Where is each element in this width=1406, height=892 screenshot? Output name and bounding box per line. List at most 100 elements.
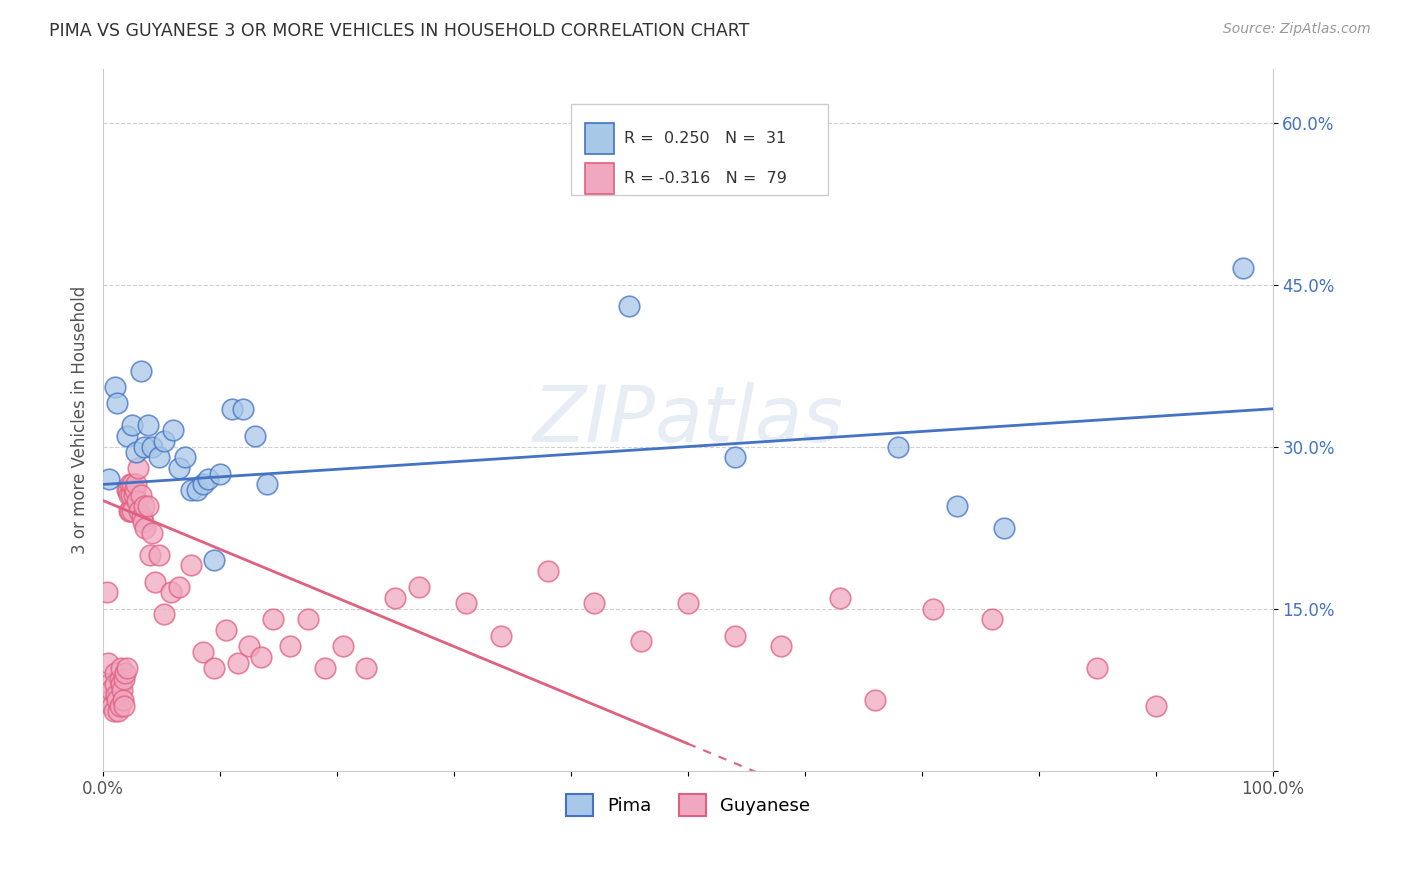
- Point: [111, 682, 134, 697]
- Point: [125, 445, 148, 459]
- Point: [105, 396, 128, 410]
- Point: [250, 650, 273, 665]
- Point: [332, 640, 354, 654]
- Point: [454, 596, 477, 610]
- Point: [129, 488, 152, 502]
- Point: [120, 488, 142, 502]
- Point: [127, 461, 149, 475]
- FancyBboxPatch shape: [571, 103, 828, 195]
- Point: [946, 499, 969, 513]
- Point: [124, 483, 146, 497]
- Point: [153, 607, 176, 621]
- Point: [186, 483, 208, 497]
- Point: [723, 629, 745, 643]
- Point: [108, 672, 131, 686]
- Point: [132, 515, 155, 529]
- Point: [117, 483, 139, 497]
- Point: [118, 504, 141, 518]
- Point: [1232, 261, 1254, 276]
- Point: [174, 450, 197, 465]
- Point: [104, 666, 127, 681]
- Point: [676, 596, 699, 610]
- Text: PIMA VS GUYANESE 3 OR MORE VEHICLES IN HOUSEHOLD CORRELATION CHART: PIMA VS GUYANESE 3 OR MORE VEHICLES IN H…: [49, 22, 749, 40]
- Point: [118, 504, 141, 518]
- Point: [191, 477, 214, 491]
- Point: [115, 429, 138, 443]
- Text: Source: ZipAtlas.com: Source: ZipAtlas.com: [1223, 22, 1371, 37]
- Point: [1085, 661, 1108, 675]
- Point: [139, 548, 162, 562]
- Point: [238, 640, 260, 654]
- Point: [110, 661, 132, 675]
- Point: [980, 612, 1002, 626]
- Point: [243, 429, 266, 443]
- Point: [96, 585, 118, 599]
- Point: [105, 693, 128, 707]
- Point: [108, 698, 131, 713]
- Point: [384, 591, 406, 605]
- Point: [630, 634, 652, 648]
- Text: ZIPatlas: ZIPatlas: [533, 382, 844, 458]
- Point: [112, 698, 135, 713]
- Point: [118, 477, 141, 491]
- Point: [98, 693, 121, 707]
- Point: [132, 440, 155, 454]
- Point: [104, 380, 127, 394]
- Point: [98, 677, 121, 691]
- Point: [887, 440, 910, 454]
- Point: [118, 488, 141, 502]
- Point: [162, 424, 184, 438]
- Point: [536, 564, 558, 578]
- Point: [202, 553, 225, 567]
- Y-axis label: 3 or more Vehicles in Household: 3 or more Vehicles in Household: [72, 285, 89, 554]
- Point: [125, 477, 148, 491]
- Point: [922, 601, 945, 615]
- Bar: [585, 122, 614, 154]
- Point: [770, 640, 793, 654]
- Point: [131, 509, 153, 524]
- Point: [112, 672, 135, 686]
- Point: [1144, 698, 1167, 713]
- Point: [114, 666, 136, 681]
- Point: [354, 661, 377, 675]
- Point: [993, 521, 1015, 535]
- Text: R =  0.250   N =  31: R = 0.250 N = 31: [623, 131, 786, 145]
- Point: [583, 596, 606, 610]
- Point: [153, 434, 176, 449]
- Point: [232, 401, 254, 416]
- Point: [723, 450, 745, 465]
- Point: [104, 677, 127, 691]
- Point: [226, 656, 249, 670]
- Point: [129, 364, 152, 378]
- Point: [619, 299, 641, 313]
- Point: [314, 661, 336, 675]
- Point: [97, 656, 120, 670]
- Point: [103, 704, 125, 718]
- Point: [148, 450, 170, 465]
- Point: [278, 640, 301, 654]
- Point: [132, 499, 155, 513]
- Point: [197, 472, 219, 486]
- Point: [143, 574, 166, 589]
- Point: [141, 526, 163, 541]
- Point: [191, 645, 214, 659]
- Legend: Pima, Guyanese: Pima, Guyanese: [557, 785, 820, 825]
- Point: [167, 461, 190, 475]
- Point: [98, 472, 121, 486]
- Point: [136, 417, 159, 432]
- Point: [148, 548, 170, 562]
- Point: [107, 704, 129, 718]
- Point: [121, 504, 143, 518]
- Point: [180, 558, 202, 573]
- Point: [121, 477, 143, 491]
- Point: [141, 440, 163, 454]
- Point: [110, 677, 132, 691]
- Point: [180, 483, 202, 497]
- Point: [134, 521, 156, 535]
- Point: [122, 488, 145, 502]
- Point: [256, 477, 278, 491]
- Point: [202, 661, 225, 675]
- Point: [101, 698, 124, 713]
- Point: [100, 682, 122, 697]
- Point: [115, 483, 138, 497]
